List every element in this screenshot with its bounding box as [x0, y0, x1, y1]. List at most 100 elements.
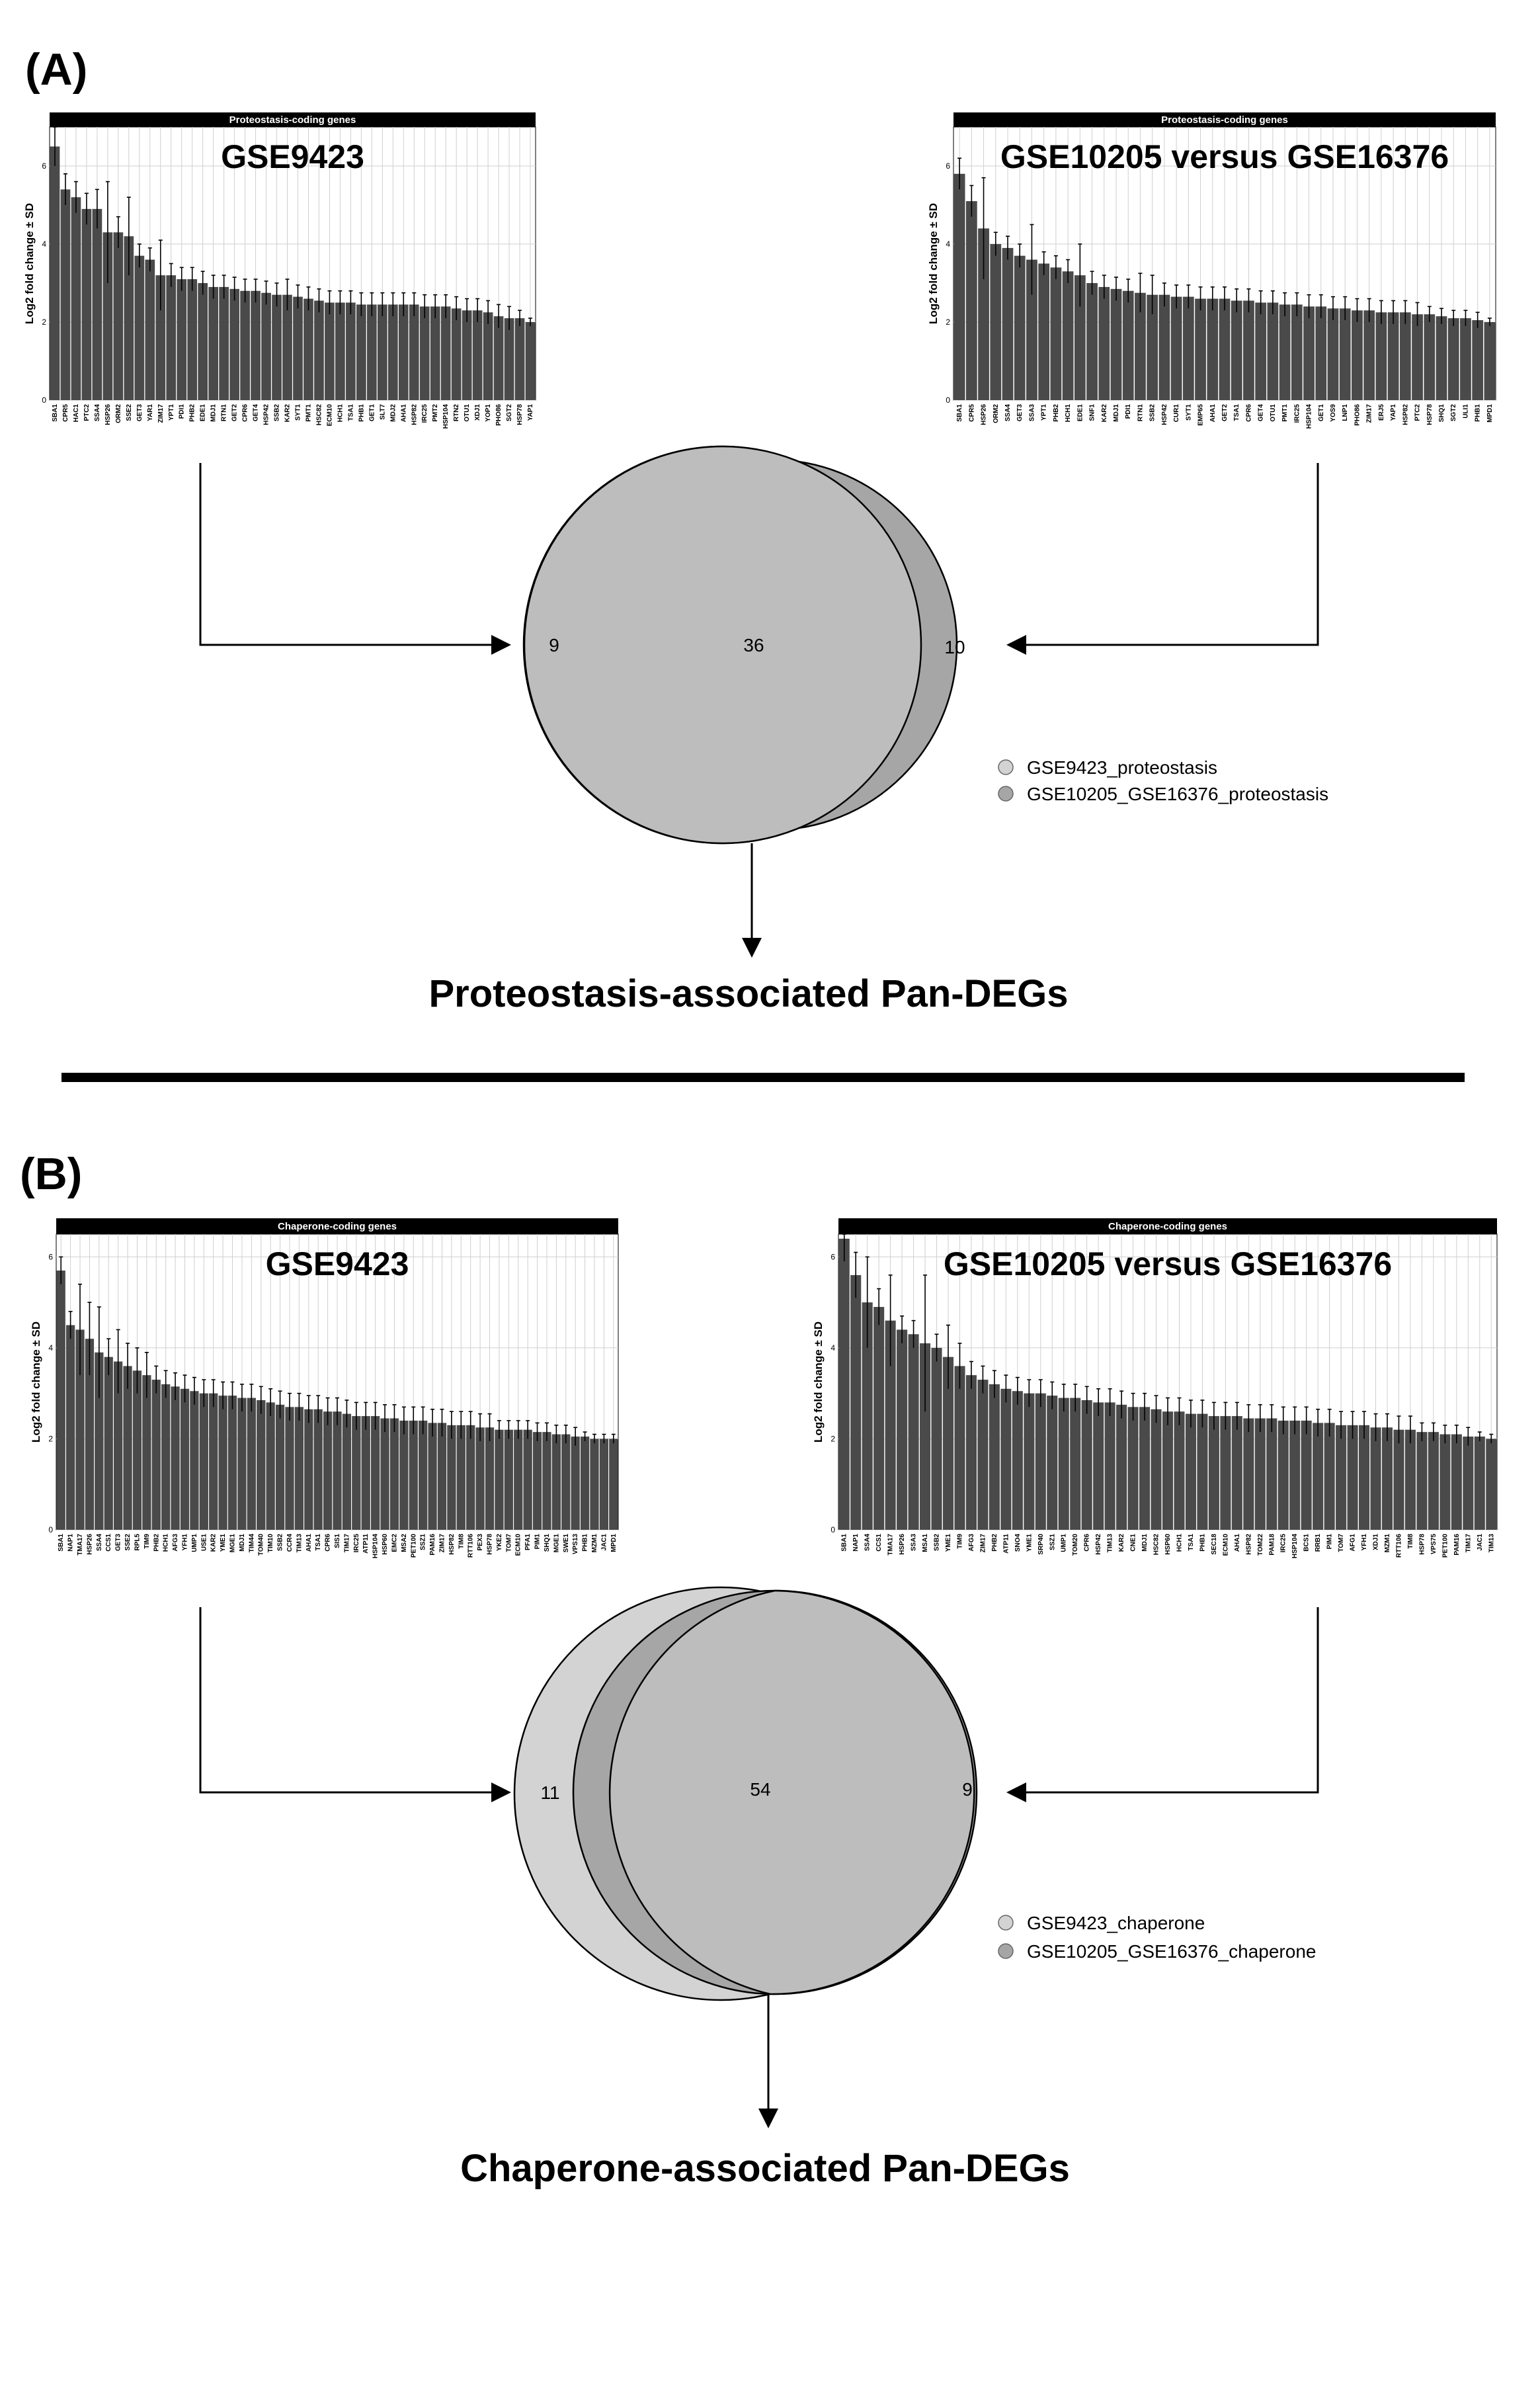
- bar: [1301, 1420, 1312, 1530]
- x-tick-label: YME1: [1026, 1534, 1033, 1552]
- bar: [1035, 1393, 1046, 1530]
- bar: [1182, 296, 1194, 400]
- y-tick-label: 2: [831, 1434, 835, 1443]
- x-tick-label: YAR1: [147, 404, 154, 421]
- x-tick-label: TSA1: [315, 1534, 322, 1551]
- bar: [81, 208, 92, 400]
- bar: [92, 208, 102, 400]
- bar: [1147, 294, 1158, 400]
- bar: [838, 1238, 850, 1530]
- x-tick-label: ECM10: [1222, 1534, 1229, 1556]
- x-tick-label: TMA17: [77, 1534, 84, 1556]
- x-tick-label: IRC25: [1293, 404, 1301, 423]
- bar: [335, 302, 345, 400]
- strip-title: Chaperone-coding genes: [1108, 1221, 1227, 1232]
- bar: [472, 310, 483, 400]
- x-tick-label: SSB2: [934, 1534, 941, 1552]
- x-tick-label: RTT106: [467, 1534, 475, 1558]
- x-tick-label: TOM20: [1072, 1534, 1079, 1556]
- x-tick-label: HSP104: [1291, 1534, 1299, 1559]
- bar: [409, 1420, 418, 1530]
- x-tick-label: MDJ1: [1141, 1534, 1149, 1552]
- x-tick-label: HSP26: [86, 1534, 93, 1555]
- bar: [1098, 286, 1110, 400]
- bar: [1387, 312, 1399, 400]
- y-tick-label: 0: [831, 1525, 835, 1534]
- x-tick-label: AFG3: [172, 1534, 179, 1552]
- x-tick-label: CCS1: [875, 1534, 883, 1552]
- x-tick-label: TSA1: [1188, 1534, 1195, 1551]
- x-tick-label: UMP1: [191, 1534, 198, 1552]
- venn-diagram-chaperone: 11 54 9: [513, 1586, 978, 2001]
- legend-swatch-right: [998, 786, 1014, 802]
- x-tick-label: TOM22: [1257, 1534, 1264, 1556]
- bar: [1038, 263, 1050, 400]
- chart-title: GSE9423: [266, 1245, 409, 1282]
- bar: [532, 1432, 542, 1530]
- x-tick-label: PHB1: [582, 1534, 589, 1552]
- y-tick-label: 0: [42, 396, 46, 405]
- bar: [1436, 316, 1447, 400]
- x-tick-label: HAC1: [73, 404, 80, 423]
- caption-proteostasis: Proteostasis-associated Pan-DEGs: [428, 972, 1068, 1015]
- bar: [275, 1404, 285, 1530]
- bar: [1135, 292, 1146, 400]
- x-tick-label: AHA1: [1209, 404, 1217, 423]
- x-tick-label: JAC1: [1477, 1534, 1484, 1551]
- venn-count-right: 10: [944, 637, 965, 657]
- bar: [187, 279, 198, 400]
- x-tick-label: HCH1: [1176, 1534, 1183, 1552]
- x-tick-label: UMP1: [1061, 1534, 1068, 1552]
- bar: [1174, 1411, 1185, 1530]
- bar: [1127, 1407, 1139, 1530]
- x-tick-label: PHB1: [1475, 404, 1482, 422]
- bar: [1363, 310, 1375, 400]
- x-tick-label: MDJ2: [389, 404, 397, 422]
- x-tick-label: AHA1: [305, 1534, 313, 1552]
- x-tick-label: IRC25: [421, 404, 428, 423]
- x-tick-label: HSP104: [442, 404, 450, 429]
- bar: [447, 1425, 456, 1530]
- bar: [850, 1274, 862, 1530]
- bar: [304, 1409, 313, 1530]
- bar: [1347, 1425, 1358, 1530]
- bar: [266, 1402, 275, 1530]
- x-tick-label: MZM1: [1384, 1534, 1391, 1553]
- y-axis-title: Log2 fold change ± SD: [23, 203, 36, 324]
- y-axis-title: Log2 fold change ± SD: [30, 1321, 42, 1442]
- bar: [229, 288, 239, 400]
- x-tick-label: PHB2: [991, 1534, 998, 1552]
- bar: [342, 1413, 352, 1530]
- bar: [1220, 1416, 1231, 1530]
- bar: [1315, 306, 1327, 400]
- bar: [218, 1396, 227, 1530]
- x-tick-label: TMA17: [887, 1534, 895, 1556]
- x-tick-label: MDJ1: [210, 404, 218, 422]
- x-tick-label: HSP60: [382, 1534, 389, 1555]
- x-tick-label: PET100: [410, 1534, 417, 1558]
- bar: [483, 312, 493, 400]
- bar: [387, 304, 398, 400]
- venn-count-left: 9: [549, 635, 559, 655]
- bar: [1439, 1434, 1451, 1530]
- x-tick-label: OTU1: [1270, 404, 1277, 422]
- x-tick-label: ECM10: [515, 1534, 522, 1556]
- bar: [1277, 1420, 1289, 1530]
- bar: [428, 1423, 437, 1530]
- bar: [523, 1429, 532, 1530]
- x-tick-label: HSP82: [448, 1534, 456, 1555]
- x-tick-label: TOM7: [505, 1534, 512, 1552]
- bar: [542, 1432, 551, 1530]
- bar: [1093, 1402, 1104, 1530]
- x-tick-label: HSP78: [1426, 404, 1434, 425]
- y-tick-label: 2: [946, 317, 950, 327]
- x-tick-label: IRC25: [353, 1534, 360, 1553]
- bar: [1002, 247, 1014, 400]
- x-tick-label: SHQ1: [1438, 404, 1445, 423]
- x-tick-label: HCH1: [337, 404, 344, 423]
- strip-header: [838, 1218, 1497, 1234]
- bar-chart-proteostasis-gse9423: Proteostasis-coding genes 0 2 4 6 SBA1 CPR5 HAC…: [23, 112, 536, 429]
- bar: [590, 1439, 599, 1530]
- bar: [456, 1425, 466, 1530]
- x-tick-label: RTT106: [1395, 1534, 1402, 1558]
